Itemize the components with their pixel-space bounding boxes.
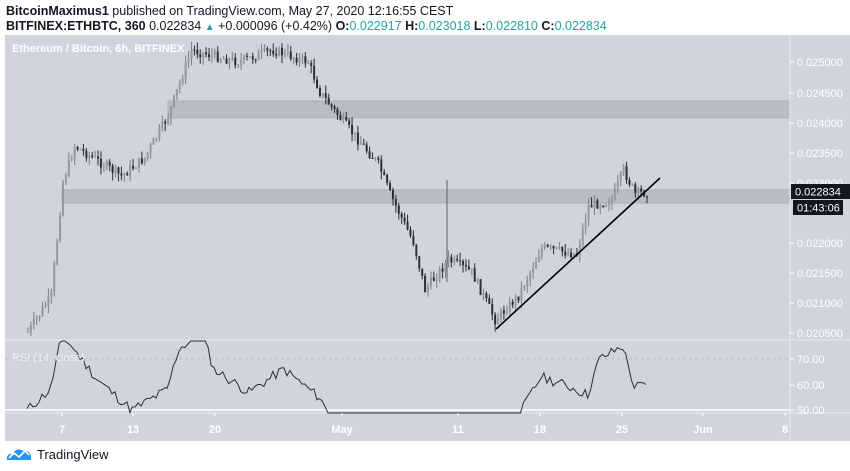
tradingview-logo[interactable]: TradingView bbox=[5, 446, 109, 462]
rsi-line bbox=[26, 340, 647, 415]
trendline[interactable] bbox=[495, 177, 661, 330]
close-label: C: bbox=[541, 19, 555, 33]
time-tick-label: 8 bbox=[782, 424, 788, 436]
tradingview-brand: TradingView bbox=[37, 446, 109, 462]
price-tick-label: 0.022000 bbox=[797, 238, 843, 250]
low-label: L: bbox=[473, 19, 486, 33]
price-tick-label: 0.024000 bbox=[797, 118, 843, 130]
symbol-info: BITFINEX:ETHBTC, 360 0.022834 ▲ +0.00009… bbox=[6, 19, 607, 33]
current-price-tag: 0.022834 bbox=[795, 187, 841, 199]
time-tick-label: 20 bbox=[209, 424, 221, 436]
price-tick-label: 0.020500 bbox=[797, 328, 843, 340]
candlesticks bbox=[26, 41, 648, 336]
price-tick-label: 0.021500 bbox=[797, 268, 843, 280]
rsi-tick-label: 70.00 bbox=[797, 354, 825, 366]
open-value: 0.022917 bbox=[349, 19, 402, 33]
time-scale[interactable]: 7 13 20 May 11 18 25 Jun 8 bbox=[59, 413, 788, 436]
chart-title: Ethereum / Bitcoin, 6h, BITFINEX bbox=[12, 43, 185, 55]
time-tick-label: May bbox=[331, 424, 353, 436]
rsi-tick-label: 50.00 bbox=[797, 405, 825, 417]
resistance-zone[interactable] bbox=[167, 100, 791, 119]
price-change: +0.000096 (+0.42%) bbox=[218, 19, 333, 33]
high-value: 0.023018 bbox=[418, 19, 471, 33]
price-tick-label: 0.021000 bbox=[797, 298, 843, 310]
support-zone[interactable] bbox=[61, 189, 791, 204]
tradingview-cloud-icon bbox=[6, 449, 32, 460]
time-tick-label: 7 bbox=[59, 424, 65, 436]
time-tick-label: 11 bbox=[452, 424, 464, 436]
last-price: 0.022834 bbox=[149, 19, 202, 33]
countdown-tag-bg bbox=[793, 200, 843, 215]
time-tick-label: 13 bbox=[127, 424, 139, 436]
time-tick-label: Jun bbox=[693, 424, 713, 436]
rsi-title: RSI (14, close) bbox=[12, 352, 85, 364]
current-price-tag-bg bbox=[791, 184, 850, 199]
price-tick-label: 0.025000 bbox=[797, 57, 843, 69]
published-text: published on TradingView.com, May 27, 20… bbox=[112, 4, 454, 18]
price-tick-label: 0.023500 bbox=[797, 148, 843, 160]
publish-info: BitcoinMaximus1 published on TradingView… bbox=[6, 4, 453, 18]
rsi-tick-label: 60.00 bbox=[797, 380, 825, 392]
time-tick-label: 18 bbox=[534, 424, 546, 436]
up-arrow-icon: ▲ bbox=[204, 22, 215, 33]
rsi-scale: 70.00 60.00 50.00 bbox=[790, 354, 825, 417]
author-name[interactable]: BitcoinMaximus1 bbox=[6, 4, 109, 18]
open-label: O: bbox=[335, 19, 350, 33]
price-tick-label: 0.024500 bbox=[797, 88, 843, 100]
time-tick-label: 25 bbox=[616, 424, 628, 436]
high-label: H: bbox=[405, 19, 419, 33]
close-value: 0.022834 bbox=[554, 19, 607, 33]
symbol-label: BITFINEX:ETHBTC, 360 bbox=[6, 19, 146, 33]
low-value: 0.022810 bbox=[485, 19, 538, 33]
countdown-tag: 01:43:06 bbox=[797, 203, 840, 215]
price-scale[interactable]: 0.0250000.0245000.0240000.0235000.023000… bbox=[790, 57, 843, 340]
